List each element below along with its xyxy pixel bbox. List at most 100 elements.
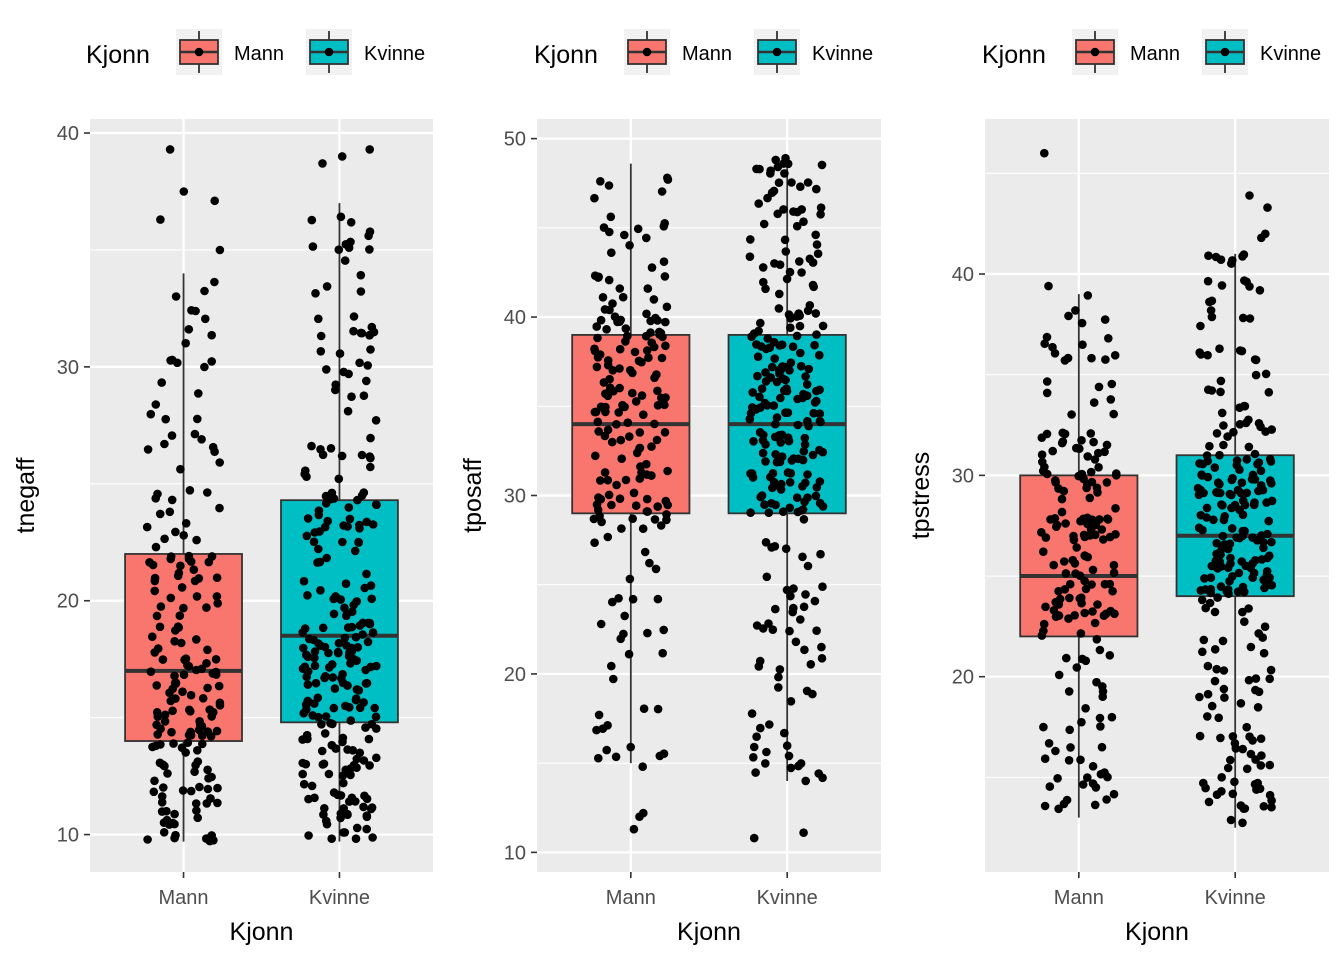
data-point [653,401,663,410]
data-point [1195,459,1204,468]
data-point [1064,614,1073,623]
data-point [331,380,341,390]
data-point [1091,783,1101,792]
data-point [202,603,211,612]
y-tick-label: 40 [57,123,79,145]
data-point [603,721,612,730]
data-point [176,464,185,474]
data-point [803,306,813,316]
data-point [1244,675,1254,685]
data-point [1237,557,1246,566]
data-point [793,507,803,517]
legend-label: Mann [234,43,284,65]
data-point [1063,353,1073,363]
data-point [310,661,320,671]
data-point [168,706,177,716]
data-point [1242,764,1252,774]
data-point [181,519,191,528]
data-point [174,568,184,578]
data-point [169,739,178,748]
data-point [775,260,785,270]
data-point [594,493,603,502]
data-point [364,618,373,628]
data-point [353,495,362,505]
data-point [351,797,360,806]
data-point [1230,500,1240,510]
data-point [1090,800,1100,810]
data-point [316,586,325,595]
data-point [159,828,169,837]
data-point [1233,485,1243,495]
y-tick-label: 20 [952,667,974,689]
data-point [1070,559,1080,568]
data-point [150,586,159,596]
y-tick-label: 30 [952,465,974,487]
data-point [782,585,792,595]
data-point [801,590,810,599]
data-point [1236,699,1246,708]
data-point [643,628,652,638]
data-point [1053,774,1062,783]
data-point [786,323,795,333]
data-point [1229,427,1238,437]
data-point [356,287,366,296]
data-point [768,625,778,634]
data-point [298,628,308,637]
data-point [215,458,224,467]
data-point [761,457,770,466]
data-point [1076,755,1085,765]
data-point [177,583,187,592]
data-point [1075,571,1085,580]
data-point [1218,501,1227,510]
data-point [189,565,199,574]
data-point [800,440,810,449]
data-point [767,499,776,508]
data-point [1081,704,1090,713]
data-point [1110,609,1119,619]
data-point [212,592,222,601]
data-point [1250,475,1260,484]
data-point [603,356,613,365]
data-point [611,752,621,762]
data-point [346,716,356,725]
data-point [207,772,216,782]
data-point [1108,586,1117,596]
data-point [316,445,325,454]
data-point [330,684,340,693]
data-point [165,145,175,154]
data-point [608,597,617,607]
data-point [653,594,663,604]
data-point [1078,780,1088,789]
data-point [811,230,820,240]
data-point [590,346,600,356]
data-point [193,813,202,823]
data-point [1204,251,1213,260]
data-point [757,342,766,351]
data-point [1197,471,1207,480]
data-point [660,272,670,281]
data-point [771,419,780,429]
data-point [661,393,670,402]
data-point [198,694,208,703]
data-point [810,596,820,606]
data-point [796,348,805,358]
data-point [1223,763,1233,773]
data-point [783,433,793,443]
data-point [799,217,808,226]
data-point [789,584,798,593]
data-point [1219,440,1228,450]
data-point [786,763,796,773]
data-point [1039,722,1048,732]
data-point [152,720,161,730]
data-point [590,271,600,281]
data-point [815,409,825,419]
data-point [774,672,783,682]
data-point [1238,510,1248,520]
data-point [1203,456,1212,466]
data-point [817,642,826,652]
data-point [364,734,374,744]
data-point [338,771,348,780]
data-point [1252,536,1262,545]
y-tick-label: 10 [57,825,79,847]
